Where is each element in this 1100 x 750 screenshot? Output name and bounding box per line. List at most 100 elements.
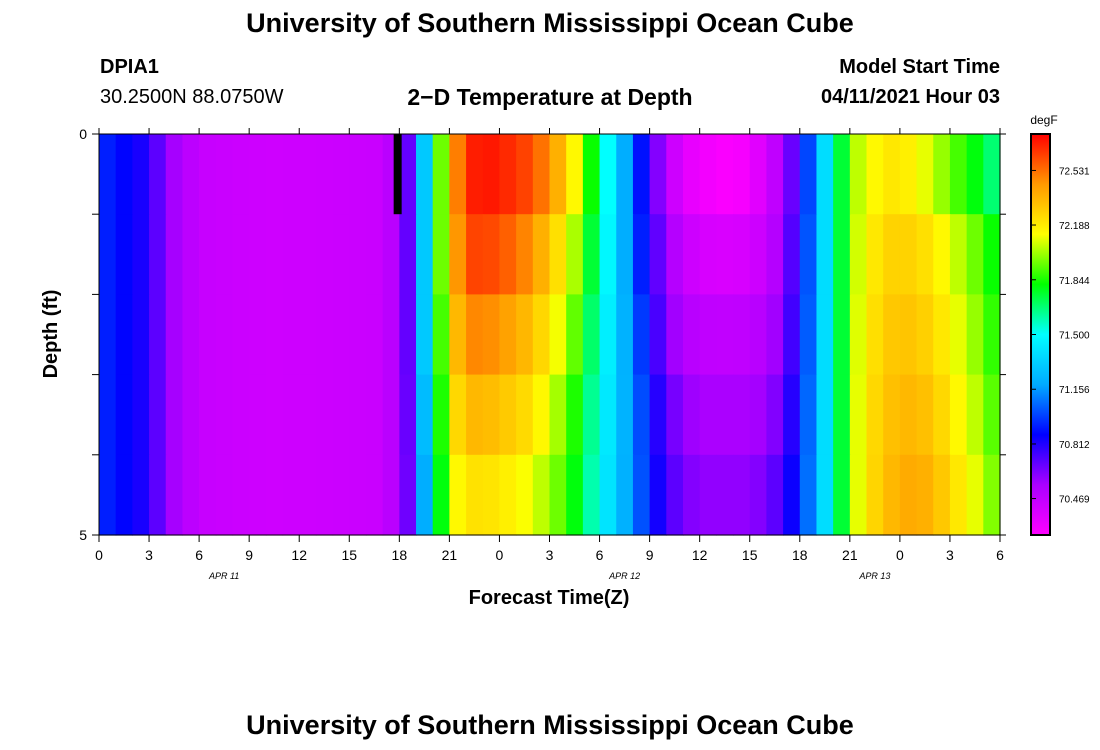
heatmap-cell xyxy=(933,374,951,456)
heatmap-cell xyxy=(632,134,651,215)
heatmap-cell xyxy=(432,294,450,376)
heatmap-cell xyxy=(649,134,667,215)
heatmap-cell xyxy=(499,454,517,536)
no-data-mark xyxy=(393,134,402,215)
heatmap-cell xyxy=(115,294,133,376)
heatmap-cell xyxy=(716,294,734,376)
heatmap-cell xyxy=(899,214,918,295)
heatmap-cell xyxy=(716,214,734,295)
model-start-label: Model Start Time xyxy=(839,56,1000,78)
heatmap-cell xyxy=(799,454,818,536)
heatmap-cell xyxy=(549,374,567,456)
heatmap-cell xyxy=(482,374,501,456)
heatmap-cell xyxy=(666,454,684,536)
heatmap-cell xyxy=(516,374,534,456)
heatmap-cell xyxy=(482,294,501,376)
heatmap-cell xyxy=(833,294,851,376)
x-tick-label: 3 xyxy=(946,547,954,563)
heatmap-cell xyxy=(349,294,367,376)
heatmap-cell xyxy=(766,134,784,215)
heatmap-cell xyxy=(649,374,667,456)
x-tick-label: 9 xyxy=(646,547,654,563)
heatmap-cell xyxy=(566,454,584,536)
heatmap-cell xyxy=(299,294,317,376)
heatmap-cell xyxy=(365,454,384,536)
heatmap-cell xyxy=(833,454,851,536)
heatmap-cell xyxy=(399,214,417,295)
heatmap-cell xyxy=(532,294,551,376)
heatmap-cell xyxy=(682,454,701,536)
heatmap-cells xyxy=(99,134,1001,536)
heatmap-cell xyxy=(182,214,200,295)
heatmap-cell xyxy=(499,374,517,456)
heatmap-cell xyxy=(833,214,851,295)
heatmap-cell xyxy=(949,294,968,376)
heatmap-cell xyxy=(666,374,684,456)
heatmap-cell xyxy=(232,374,250,456)
heatmap-cell xyxy=(466,134,484,215)
heatmap-cell xyxy=(382,214,400,295)
heatmap-cell xyxy=(399,134,417,215)
heatmap-cell xyxy=(866,214,884,295)
heatmap-cell xyxy=(799,294,818,376)
heatmap-cell xyxy=(315,294,334,376)
heatmap-cell xyxy=(866,294,884,376)
heatmap-cell xyxy=(132,134,150,215)
heatmap-cell xyxy=(149,294,167,376)
heatmap-cell xyxy=(883,454,901,536)
heatmap-cell xyxy=(265,454,284,536)
x-axis-label: Forecast Time(Z) xyxy=(469,587,630,609)
heatmap-cell xyxy=(182,294,200,376)
y-tick-label: 5 xyxy=(79,527,87,543)
heatmap-cell xyxy=(449,454,467,536)
heatmap-cell xyxy=(466,454,484,536)
heatmap-cell xyxy=(599,294,617,376)
heatmap-cell xyxy=(582,294,601,376)
heatmap-cell xyxy=(582,374,601,456)
heatmap-cell xyxy=(983,134,1001,215)
heatmap-cell xyxy=(749,214,768,295)
x-tick-label: 6 xyxy=(996,547,1004,563)
heatmap-cell xyxy=(699,374,717,456)
heatmap-cell xyxy=(165,214,184,295)
heatmap-cell xyxy=(132,374,150,456)
heatmap-cell xyxy=(215,134,234,215)
heatmap-cell xyxy=(733,294,751,376)
heatmap-cell xyxy=(849,214,868,295)
heatmap-cell xyxy=(99,454,117,536)
heatmap-cell xyxy=(716,454,734,536)
heatmap-cell xyxy=(249,374,267,456)
heatmap-cell xyxy=(332,374,350,456)
x-tick-label: 21 xyxy=(842,547,858,563)
heatmap-cell xyxy=(449,294,467,376)
heatmap-cell xyxy=(766,374,784,456)
x-tick-label: 0 xyxy=(896,547,904,563)
heatmap-cell xyxy=(299,374,317,456)
heatmap-cell xyxy=(566,294,584,376)
heatmap-cell xyxy=(182,454,200,536)
heatmap-cell xyxy=(249,214,267,295)
heatmap-cell xyxy=(99,134,117,215)
heatmap-cell xyxy=(649,454,667,536)
heatmap-cell xyxy=(215,294,234,376)
heatmap-cell xyxy=(232,214,250,295)
heatmap-cell xyxy=(833,134,851,215)
heatmap-cell xyxy=(616,214,634,295)
heatmap-cell xyxy=(699,214,717,295)
heatmap-cell xyxy=(165,454,184,536)
heatmap-cell xyxy=(883,374,901,456)
heatmap-cell xyxy=(532,454,551,536)
heatmap-cell xyxy=(132,454,150,536)
heatmap-cell xyxy=(632,374,651,456)
heatmap-cell xyxy=(416,134,434,215)
no-data-marks xyxy=(393,134,402,215)
heatmap-cell xyxy=(899,294,918,376)
heatmap-cell xyxy=(966,374,984,456)
heatmap-cell xyxy=(332,134,350,215)
heatmap-cell xyxy=(132,294,150,376)
heatmap-cell xyxy=(566,134,584,215)
heatmap-cell xyxy=(966,214,984,295)
heatmap-cell xyxy=(733,374,751,456)
x-tick-label: 3 xyxy=(546,547,554,563)
heatmap-cell xyxy=(532,214,551,295)
